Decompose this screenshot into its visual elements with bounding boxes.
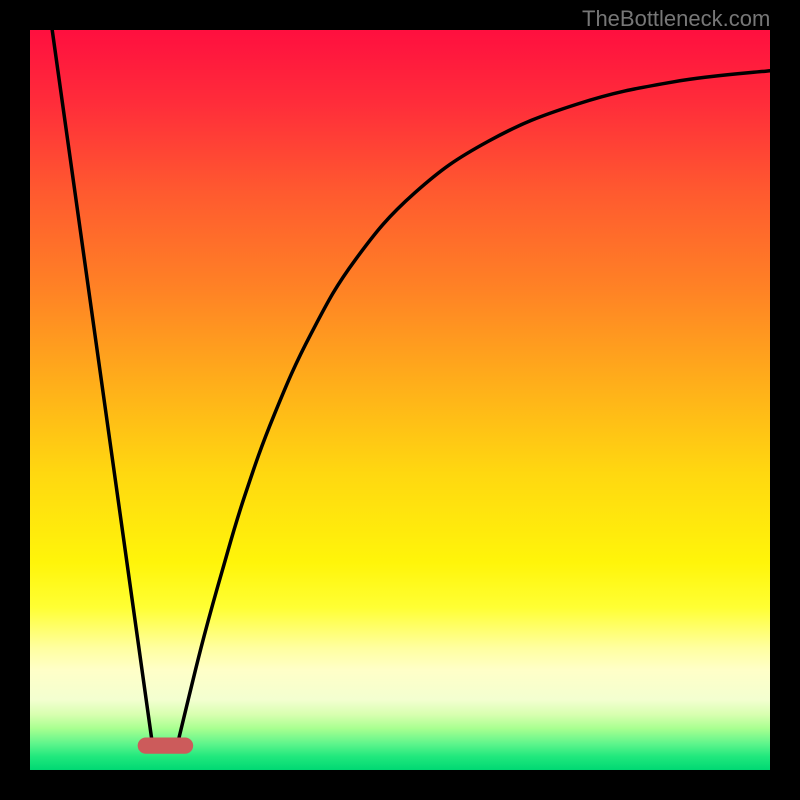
- figure-root: TheBottleneck.com: [0, 0, 800, 800]
- bottleneck-marker: [138, 737, 194, 753]
- bottleneck-chart: [0, 0, 800, 800]
- watermark-text: TheBottleneck.com: [582, 6, 770, 32]
